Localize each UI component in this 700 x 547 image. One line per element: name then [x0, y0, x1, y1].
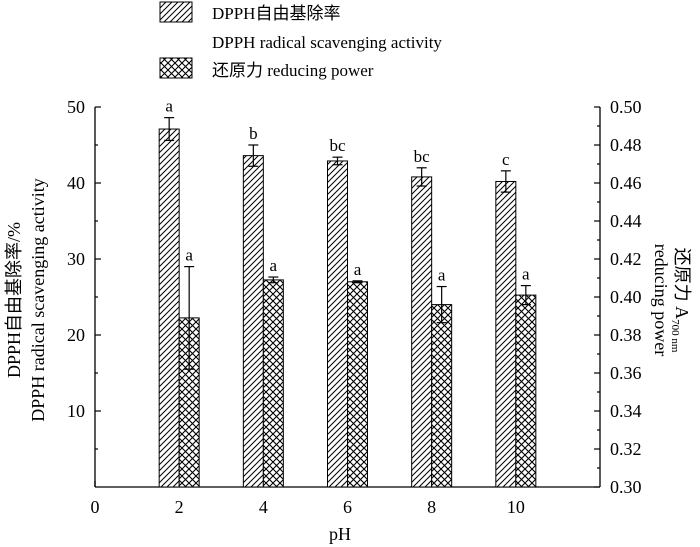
y-left-tick-label: 20 — [67, 325, 85, 345]
bars-layer: a b bc bc c a a a a a — [158, 97, 537, 488]
bar-dpph — [327, 160, 348, 488]
y-right-tick-label: 0.38 — [610, 325, 642, 345]
x-tick-label: 8 — [427, 497, 436, 517]
bar-reducing — [515, 294, 537, 488]
y-right-tick-label: 0.34 — [610, 401, 642, 421]
legend-swatch-dpph — [159, 1, 193, 23]
bar-dpph — [411, 176, 433, 488]
x-tick-label: 4 — [259, 497, 268, 517]
y-left-tick-label: 40 — [67, 173, 85, 193]
legend-swatch-reducing — [159, 57, 193, 79]
legend-label-dpph-zh: DPPH自由基除率 — [212, 4, 340, 23]
y-right-axis-title-main: 还原力 A — [672, 248, 692, 320]
y-right-axis-title-en: reducing power — [651, 244, 671, 356]
y-right-tick-label: 0.30 — [610, 477, 642, 497]
x-tick-label: 10 — [507, 497, 525, 517]
tick-layer: 0 2 4 6 8 10 10 20 30 40 50 0.30 0.32 0.34 0.36 0.38 0.4… — [67, 97, 642, 517]
bar-reducing — [431, 304, 453, 488]
significance-label-reducing: a — [438, 266, 446, 285]
y-left-tick-label: 10 — [67, 401, 85, 421]
y-right-tick-label: 0.46 — [610, 173, 642, 193]
significance-label-dpph: a — [165, 97, 173, 116]
x-tick-label: 2 — [175, 497, 184, 517]
x-axis-title: pH — [329, 524, 351, 544]
bar-dpph — [158, 128, 180, 488]
y-right-tick-label: 0.36 — [610, 363, 642, 383]
y-left-axis-title-en: DPPH radical scavenging activity — [28, 178, 48, 421]
significance-label-reducing: a — [522, 265, 530, 284]
y-right-axis-title-zh: 还原力 A700 nm — [669, 248, 692, 353]
y-left-tick-label: 50 — [67, 97, 85, 117]
x-tick-label: 0 — [91, 497, 100, 517]
y-right-tick-label: 0.44 — [610, 211, 642, 231]
significance-label-reducing: a — [185, 246, 193, 265]
y-right-tick-label: 0.42 — [610, 249, 642, 269]
legend-label-reducing: 还原力 reducing power — [212, 61, 374, 80]
significance-label-dpph: bc — [329, 136, 346, 155]
y-left-axis-title-zh: DPPH自由基除率/% — [4, 222, 24, 378]
legend-label-dpph-en: DPPH radical scavenging activity — [212, 33, 442, 52]
bar-reducing — [347, 281, 368, 488]
bar-dpph — [242, 155, 264, 488]
significance-label-dpph: b — [249, 124, 258, 143]
significance-label-dpph: c — [502, 150, 510, 169]
y-right-tick-label: 0.48 — [610, 135, 642, 155]
y-right-tick-label: 0.40 — [610, 287, 642, 307]
y-right-tick-label: 0.50 — [610, 97, 642, 117]
significance-label-reducing: a — [270, 256, 278, 275]
bar-dpph — [495, 180, 517, 488]
y-right-axis-title-subscript: 700 nm — [669, 319, 681, 353]
y-left-tick-label: 30 — [67, 249, 85, 269]
significance-label-dpph: bc — [414, 147, 431, 166]
x-tick-label: 6 — [343, 497, 352, 517]
legend: DPPH自由基除率 DPPH radical scavenging activi… — [159, 1, 442, 80]
bar-reducing — [262, 279, 284, 488]
significance-label-reducing: a — [354, 260, 362, 279]
y-right-tick-label: 0.32 — [610, 439, 642, 459]
